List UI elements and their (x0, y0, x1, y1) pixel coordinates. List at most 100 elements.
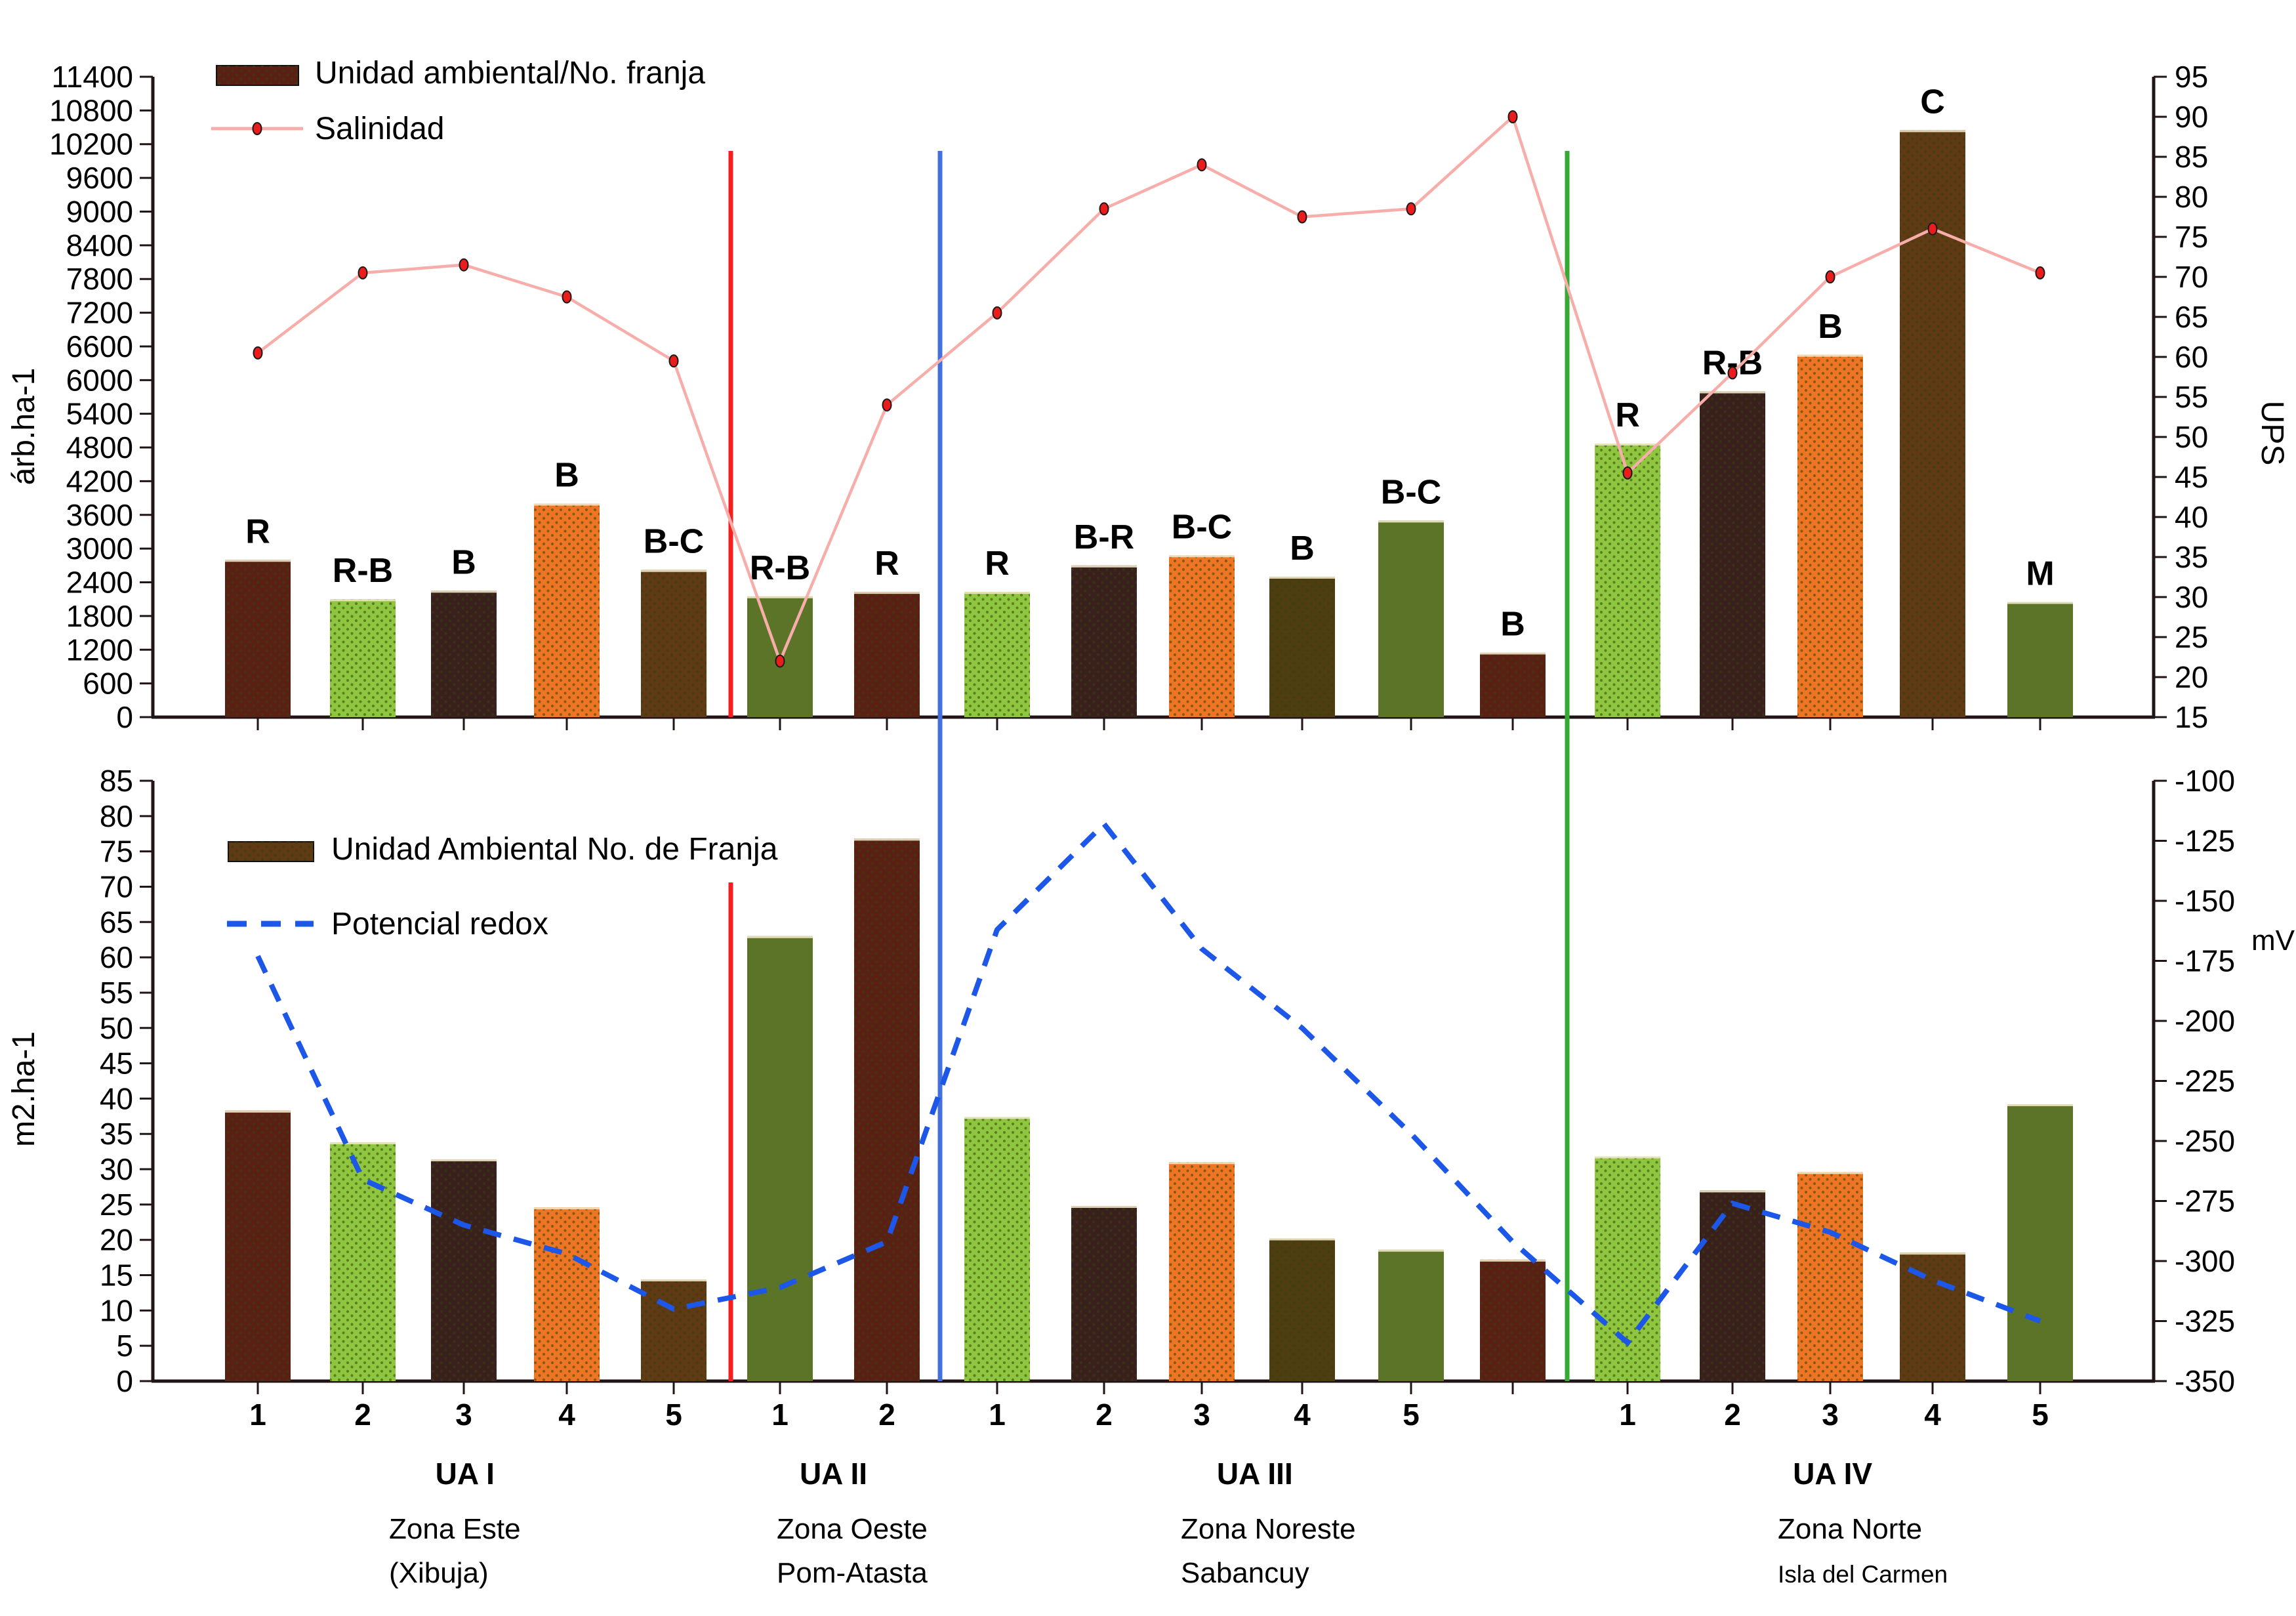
y-tick-label-left: 1200 (66, 632, 133, 667)
salinity-marker (1507, 110, 1518, 123)
y-tick-label-right: 15 (2175, 700, 2208, 734)
y-tick-label-left: 600 (83, 667, 133, 701)
zone-label-line2: (Xibuja) (389, 1557, 489, 1589)
bar-texture (431, 590, 497, 717)
y-tick-label-left: 4800 (66, 430, 133, 465)
bar-texture (330, 1142, 396, 1381)
bar-texture (330, 599, 396, 717)
y-tick-label-left: 6600 (66, 329, 133, 363)
bar-texture (1169, 1162, 1235, 1381)
y-tick-label-right: -125 (2175, 824, 2235, 858)
x-category-label: 4 (1924, 1398, 1941, 1432)
y-tick-label-right: 80 (2175, 180, 2208, 214)
x-category-label: 5 (2032, 1398, 2049, 1432)
bar-letter: R (1615, 396, 1640, 434)
bar-texture (964, 1117, 1030, 1381)
salinity-marker (1297, 210, 1307, 224)
y-tick-label-left: 11400 (51, 60, 133, 94)
zone-label-line1: Zona Norte (1778, 1513, 1922, 1545)
y-tick-label-right: -200 (2175, 1004, 2235, 1038)
bar-texture (1269, 576, 1335, 717)
bar-texture (641, 570, 707, 717)
y-tick-label-right: 70 (2175, 260, 2208, 294)
group-label-ua-iv: UA IV (1793, 1457, 1872, 1491)
zone-label-line1: Zona Oeste (777, 1513, 928, 1545)
y-tick-label-left: 8400 (66, 228, 133, 262)
y-tick-label-left: 5 (116, 1329, 133, 1363)
bar-texture (225, 560, 291, 717)
bar-texture (964, 592, 1030, 717)
y-tick-label-left: 6000 (66, 363, 133, 397)
x-category-label: 4 (1294, 1398, 1311, 1432)
y-tick-label-left: 55 (100, 976, 133, 1010)
salinity-marker (358, 266, 368, 280)
y-tick-label-left: 30 (100, 1152, 133, 1186)
y-tick-label-right: -250 (2175, 1124, 2235, 1158)
x-category-label: 5 (1403, 1398, 1420, 1432)
y-tick-label-right: 95 (2175, 60, 2208, 94)
salinity-marker (459, 258, 469, 272)
y-tick-label-left: 70 (100, 869, 133, 903)
bar-letter: M (2026, 554, 2054, 592)
salinity-marker (1727, 366, 1738, 380)
bar-texture (1071, 565, 1137, 717)
y-tick-label-left: 35 (100, 1117, 133, 1151)
bar-letter: B-R (1074, 518, 1134, 556)
group-label-ua-iii: UA III (1217, 1457, 1293, 1491)
salinity-marker (882, 398, 892, 412)
y-tick-label-right: -100 (2175, 764, 2235, 798)
bar-letter: B (1500, 606, 1525, 644)
bar-texture (1169, 555, 1235, 717)
y-tick-label-right: 90 (2175, 100, 2208, 134)
y-tick-label-left: 75 (100, 835, 133, 869)
y-tick-label-left: 60 (100, 940, 133, 974)
bar-texture (854, 839, 920, 1381)
y-tick-label-right: 85 (2175, 140, 2208, 174)
bar-letter: R-B (750, 549, 810, 587)
bar-letter: B (451, 543, 476, 581)
x-category-label: 2 (1724, 1398, 1741, 1432)
x-category-label: 1 (249, 1398, 266, 1432)
y-tick-label-left: 10 (100, 1293, 133, 1327)
bar-texture (431, 1159, 497, 1381)
y-axis-title-right: UPS (2255, 401, 2289, 466)
panel-top: 0600120018002400300036004200480054006000… (7, 60, 2289, 734)
y-tick-label-left: 9000 (66, 194, 133, 228)
bar-letter: B (1818, 308, 1843, 346)
zone-label-line1: Zona Este (389, 1513, 521, 1545)
bar-letter: B (1290, 529, 1315, 568)
y-tick-label-left: 7200 (66, 296, 133, 330)
bar-letter: B-C (1172, 508, 1232, 546)
bar-letter: R (985, 545, 1010, 583)
y-tick-label-right: -175 (2175, 944, 2235, 978)
y-tick-label-right: 40 (2175, 500, 2208, 534)
bar-texture (641, 1279, 707, 1381)
y-tick-label-right: 20 (2175, 660, 2208, 694)
salinity-marker (1406, 202, 1416, 216)
bar-texture (225, 1110, 291, 1381)
legend-bar-swatch-texture (216, 66, 298, 85)
y-tick-label-right: 45 (2175, 460, 2208, 494)
y-tick-label-right: -325 (2175, 1304, 2235, 1338)
bar-texture (1595, 1156, 1660, 1381)
y-tick-label-left: 0 (116, 1364, 133, 1398)
group-label-ua-i: UA I (436, 1457, 495, 1491)
salinity-line (256, 114, 2041, 665)
x-category-label: 2 (354, 1398, 371, 1432)
x-category-label: 4 (558, 1398, 575, 1432)
y-tick-label-right: 50 (2175, 420, 2208, 454)
salinity-marker (1099, 202, 1109, 216)
y-tick-label-left: 15 (100, 1258, 133, 1293)
legend-bar-swatch-bottom-texture (228, 842, 314, 861)
bar-texture (854, 592, 920, 717)
legend-label-unidad-top: Unidad ambiental/No. franja (315, 56, 705, 91)
salinity-marker (1622, 466, 1633, 480)
y-tick-label-right: 30 (2175, 580, 2208, 614)
x-category-label: 2 (878, 1398, 895, 1432)
zone-label-line1: Zona Noreste (1181, 1513, 1356, 1545)
y-tick-label-left: 65 (100, 905, 133, 939)
x-category-label: 1 (989, 1398, 1006, 1432)
bar-texture (1071, 1206, 1137, 1381)
